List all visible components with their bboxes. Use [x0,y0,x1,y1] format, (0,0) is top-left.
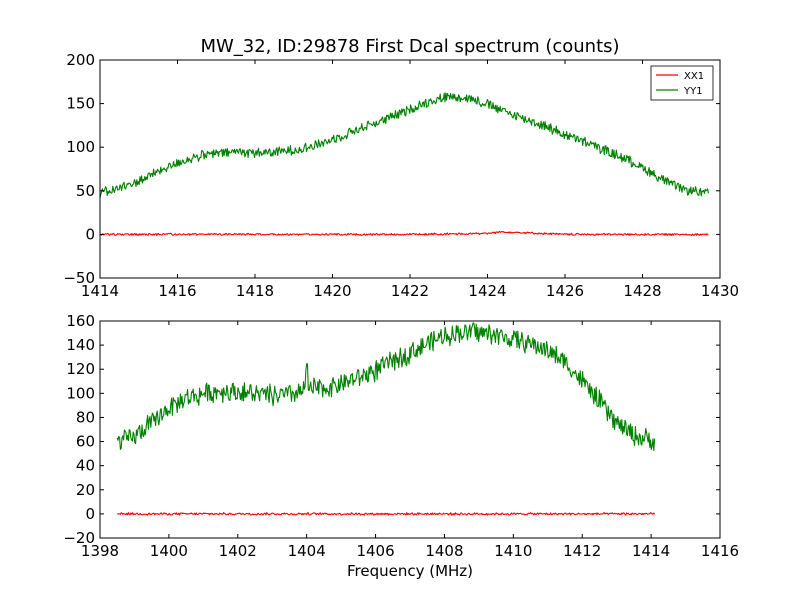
plot-frame [99,59,721,279]
series-line-yy1 [99,92,709,199]
top-spectrum-panel: 1414 1416 1418 1420 1422 1424 1426 1428 1430 −50 0… [63,36,739,300]
x-tick-label: 1422 [391,282,429,300]
x-tick-label: 1426 [546,282,584,300]
y-tick-label: 150 [66,95,95,113]
x-tick-label: 1410 [494,542,532,560]
x-tick-label: 1428 [623,282,661,300]
y-tick-label: 200 [66,51,95,69]
y-tick-label: 60 [76,433,95,451]
x-tick-label: 1416 [158,282,196,300]
x-tick-label: 1420 [313,282,351,300]
x-tick-label: 1424 [468,282,506,300]
x-tick-label: 1430 [701,282,739,300]
y-tick-label: −50 [63,269,95,287]
x-tick-label: 1402 [219,542,257,560]
legend-box [650,65,714,101]
x-tick-label: 1404 [288,542,326,560]
plot-frame [99,320,721,539]
y-tick-label: 120 [66,360,95,378]
legend-label-yy1: YY1 [683,86,703,97]
x-tick-label: 1414 [632,542,670,560]
y-tick-label: 50 [76,182,95,200]
x-axis-label: Frequency (MHz) [347,562,473,580]
y-tick-label: 20 [76,481,95,499]
x-tick-label: 1408 [425,542,463,560]
x-tick-label: 1418 [236,282,274,300]
x-tick-label: 1398 [81,542,119,560]
y-tick-label: 80 [76,408,95,426]
legend-label-xx1: XX1 [684,71,704,82]
y-tick-label: 0 [85,225,95,243]
series-line-trace-2 [116,322,656,451]
y-tick-label: 100 [66,384,95,402]
y-tick-label: 160 [66,312,95,330]
y-tick-label: 100 [66,138,95,156]
bottom-spectrum-panel: 1398 1400 1402 1404 1406 1408 1410 1412 1414 1416… [63,312,739,580]
series-line-xx1 [99,230,709,237]
chart-title: MW_32, ID:29878 First Dcal spectrum (cou… [200,36,619,57]
x-tick-label: 1416 [701,542,739,560]
y-tick-label: 0 [85,505,95,523]
y-tick-label: 140 [66,336,95,354]
x-tick-label: 1406 [356,542,394,560]
y-tick-label: 40 [76,457,95,475]
x-tick-label: 1400 [150,542,188,560]
series-line-trace-1 [117,512,656,516]
x-tick-label: 1414 [81,282,119,300]
y-tick-label: −20 [63,529,95,547]
x-tick-label: 1412 [563,542,601,560]
